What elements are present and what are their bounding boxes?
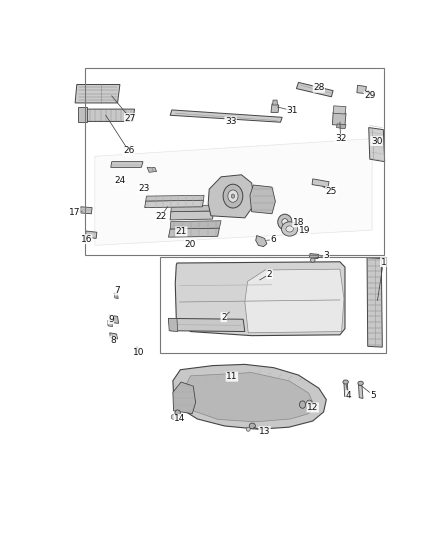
Ellipse shape <box>286 226 293 232</box>
Polygon shape <box>185 373 314 422</box>
Polygon shape <box>245 269 344 333</box>
Polygon shape <box>344 383 348 397</box>
Polygon shape <box>109 315 119 324</box>
Polygon shape <box>81 109 134 122</box>
Polygon shape <box>171 205 214 212</box>
Polygon shape <box>271 104 279 112</box>
Polygon shape <box>297 83 333 97</box>
Polygon shape <box>173 365 326 429</box>
Bar <box>160 257 386 353</box>
Polygon shape <box>170 211 214 220</box>
Polygon shape <box>359 385 363 399</box>
Ellipse shape <box>231 194 235 198</box>
Text: 26: 26 <box>123 147 134 156</box>
Polygon shape <box>208 175 255 218</box>
Text: 22: 22 <box>155 212 166 221</box>
Polygon shape <box>332 112 346 126</box>
Text: 6: 6 <box>271 235 276 244</box>
Text: 24: 24 <box>114 176 126 185</box>
Polygon shape <box>169 318 178 332</box>
Ellipse shape <box>228 190 238 202</box>
Text: 28: 28 <box>313 83 325 92</box>
Text: 32: 32 <box>335 134 346 143</box>
Polygon shape <box>75 84 120 103</box>
Text: 8: 8 <box>110 336 116 345</box>
Polygon shape <box>110 333 117 339</box>
Text: 25: 25 <box>326 187 337 196</box>
Ellipse shape <box>358 381 363 385</box>
Text: 21: 21 <box>176 227 187 236</box>
Text: 4: 4 <box>346 391 352 400</box>
Ellipse shape <box>282 219 288 225</box>
Ellipse shape <box>307 400 312 405</box>
Ellipse shape <box>249 423 255 429</box>
Text: 18: 18 <box>293 218 304 227</box>
Polygon shape <box>309 254 319 259</box>
Text: 10: 10 <box>133 348 145 357</box>
Polygon shape <box>357 85 366 93</box>
Text: 23: 23 <box>138 184 149 193</box>
Text: 29: 29 <box>364 92 375 101</box>
Polygon shape <box>250 185 276 214</box>
Text: 2: 2 <box>267 270 272 279</box>
Polygon shape <box>146 195 204 201</box>
Polygon shape <box>95 139 372 245</box>
Polygon shape <box>85 231 97 238</box>
Text: 3: 3 <box>323 251 329 260</box>
Ellipse shape <box>282 222 298 236</box>
Text: 16: 16 <box>81 235 92 244</box>
Ellipse shape <box>300 401 306 408</box>
Text: 19: 19 <box>298 226 310 235</box>
Text: 13: 13 <box>259 427 270 436</box>
Text: 9: 9 <box>108 314 113 324</box>
Polygon shape <box>367 91 374 98</box>
Polygon shape <box>333 106 346 114</box>
Polygon shape <box>80 207 92 214</box>
Polygon shape <box>173 382 196 414</box>
Polygon shape <box>170 110 282 122</box>
Polygon shape <box>147 167 156 172</box>
Polygon shape <box>145 200 203 207</box>
Text: 17: 17 <box>69 208 80 217</box>
Ellipse shape <box>311 258 315 262</box>
Polygon shape <box>107 320 113 327</box>
Ellipse shape <box>223 184 243 208</box>
Text: 14: 14 <box>174 415 185 423</box>
Text: 11: 11 <box>226 372 238 381</box>
Polygon shape <box>367 257 382 347</box>
Polygon shape <box>312 179 329 187</box>
Polygon shape <box>170 221 221 229</box>
Polygon shape <box>111 161 143 167</box>
Ellipse shape <box>307 406 311 410</box>
Polygon shape <box>78 107 87 122</box>
Text: 20: 20 <box>185 240 196 248</box>
Polygon shape <box>336 124 346 129</box>
Text: 12: 12 <box>307 403 318 412</box>
Polygon shape <box>114 293 118 298</box>
Polygon shape <box>169 228 219 237</box>
Text: 7: 7 <box>115 286 120 295</box>
Ellipse shape <box>278 214 292 230</box>
Ellipse shape <box>175 410 180 416</box>
Text: 30: 30 <box>371 136 382 146</box>
Text: 5: 5 <box>370 391 376 400</box>
Polygon shape <box>273 100 277 105</box>
Polygon shape <box>169 318 245 332</box>
Polygon shape <box>256 236 267 247</box>
Text: 1: 1 <box>381 257 386 266</box>
Ellipse shape <box>135 347 138 351</box>
Text: 27: 27 <box>124 114 136 123</box>
Bar <box>85 68 384 255</box>
Ellipse shape <box>171 415 176 419</box>
Text: 2: 2 <box>221 313 226 322</box>
Polygon shape <box>369 127 385 161</box>
Text: 33: 33 <box>225 117 237 126</box>
Ellipse shape <box>343 380 348 384</box>
Polygon shape <box>175 262 345 336</box>
Text: 31: 31 <box>286 106 298 115</box>
Ellipse shape <box>246 427 250 431</box>
